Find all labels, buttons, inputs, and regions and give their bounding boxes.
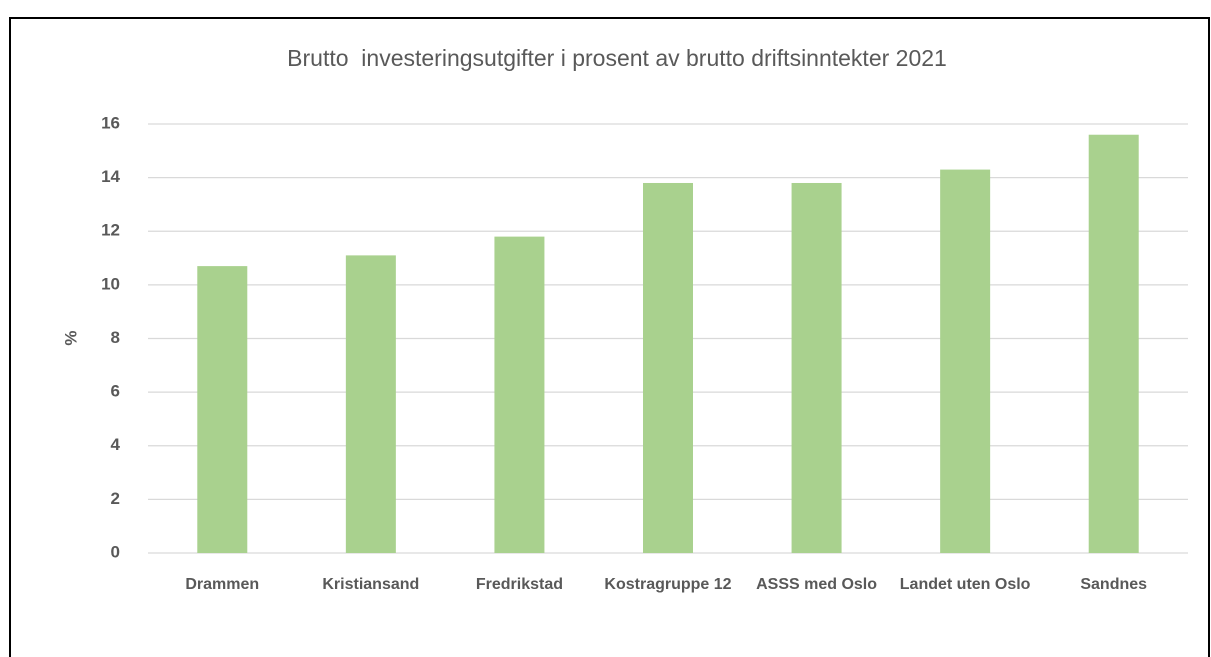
x-tick-label: ASSS med Oslo: [756, 576, 878, 593]
x-tick-label: Sandnes: [1080, 576, 1148, 593]
y-tick-label: 2: [111, 489, 120, 508]
y-tick-label: 4: [111, 435, 121, 454]
x-tick-label: Drammen: [185, 576, 260, 593]
x-tick-label: Kristiansand: [322, 576, 420, 593]
y-tick-label: 16: [101, 113, 120, 132]
y-axis-label: %: [61, 330, 80, 345]
bar: [791, 182, 842, 554]
bar: [1088, 134, 1139, 553]
x-tick-label: Kostragruppe 12: [604, 576, 732, 593]
bar: [643, 182, 693, 554]
y-tick-label: 0: [111, 542, 120, 561]
y-tick-label: 10: [101, 274, 120, 293]
bar: [494, 236, 545, 554]
y-tick-label: 12: [101, 221, 120, 240]
x-tick-label: Fredrikstad: [475, 576, 563, 593]
bar: [940, 169, 991, 554]
bar: [345, 255, 396, 553]
bar: [197, 266, 248, 553]
y-tick-label: 14: [101, 167, 120, 186]
x-tick-label: Landet uten Oslo: [899, 576, 1031, 593]
y-tick-label: 6: [111, 382, 120, 401]
y-tick-label: 8: [111, 328, 120, 347]
chart-border: [9, 17, 1210, 657]
chart-title: Brutto investeringsutgifter i prosent av…: [287, 45, 947, 71]
